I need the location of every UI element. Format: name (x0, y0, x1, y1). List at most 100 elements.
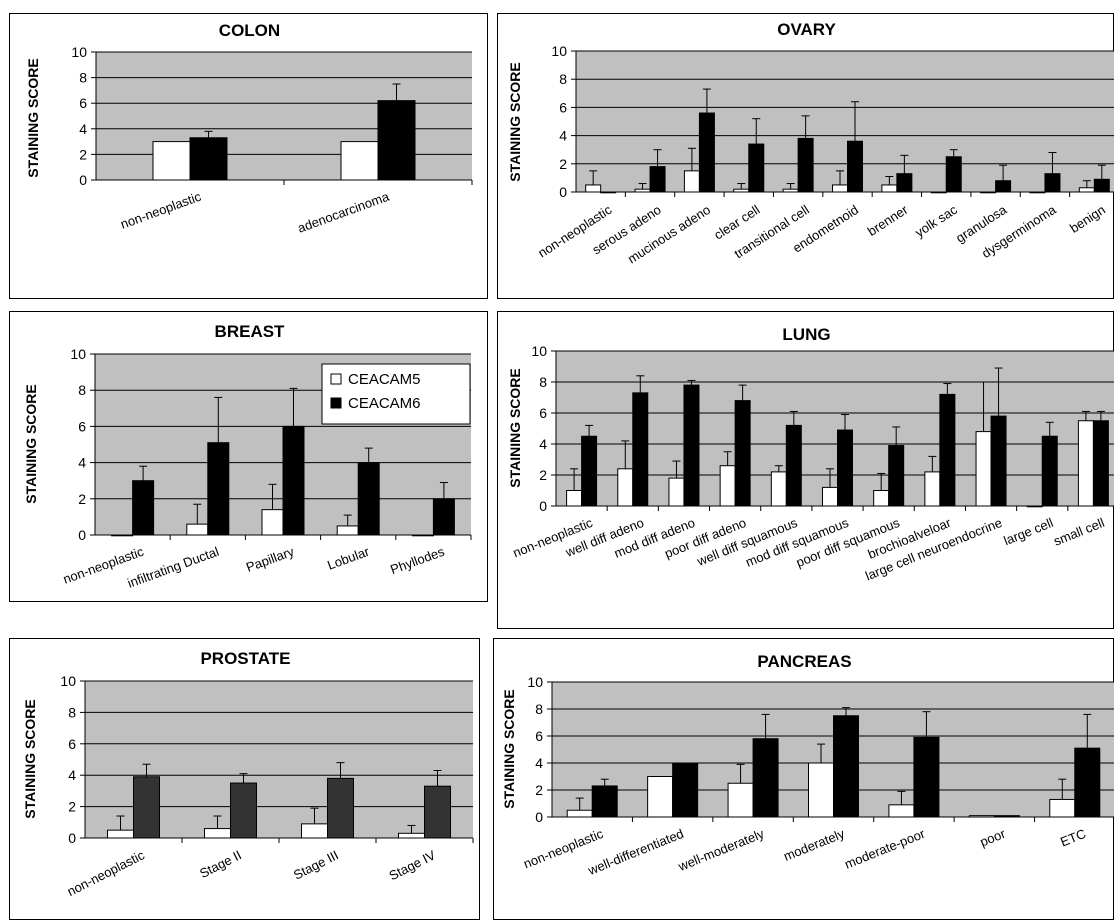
ceacam6-bar (734, 400, 751, 507)
ceacam6-bar (990, 415, 1007, 507)
ceacam5-bar (782, 188, 799, 193)
y-tick-label: 4 (539, 436, 547, 452)
ceacam5-bar (1029, 191, 1046, 194)
ceacam5-bar (668, 477, 685, 507)
y-tick-label: 4 (79, 121, 87, 137)
lung-chart-panel: LUNG STAINING SCORE 0 2 4 6 8 10 non-neoplastic w… (497, 311, 1114, 629)
y-tick-label: 0 (539, 498, 547, 514)
x-category-label: brenner (865, 202, 911, 239)
ceacam6-bar (896, 173, 913, 193)
y-tick-label: 0 (535, 809, 543, 825)
y-tick-label: 6 (78, 418, 86, 434)
y-tick-label: 0 (559, 184, 567, 200)
ovary-chart-panel: OVARY STAINING SCORE 0 2 4 6 8 10 non-neoplastic… (497, 13, 1114, 299)
pancreas-chart-panel: PANCREAS STAINING SCORE 0 2 4 6 8 10 non-neoplas… (493, 638, 1114, 920)
ceacam6-bar (432, 498, 455, 536)
ceacam5-bar (980, 191, 997, 194)
legend-label: CEACAM6 (348, 395, 421, 412)
y-axis-label: STAINING SCORE (501, 689, 517, 809)
chart-legend: CEACAM5 CEACAM6 (321, 363, 471, 425)
y-tick-label: 6 (539, 405, 547, 421)
y-tick-label: 6 (535, 728, 543, 744)
y-tick-label: 8 (78, 382, 86, 398)
ceacam6-bar (672, 762, 699, 818)
y-tick-label: 0 (78, 527, 86, 543)
y-tick-label: 8 (559, 71, 567, 87)
y-tick-label: 4 (559, 128, 567, 144)
ceacam6-bar (207, 442, 230, 536)
ceacam6-bar (377, 100, 416, 181)
y-tick-label: 8 (539, 374, 547, 390)
ceacam5-bar (585, 184, 602, 193)
ceacam6-bar (230, 782, 257, 839)
y-axis-label: STAINING SCORE (23, 384, 39, 504)
ceacam6-bar (282, 425, 305, 536)
ceacam6-bar (600, 191, 617, 194)
x-category-label: moderate-poor (842, 826, 927, 872)
chart-title: COLON (219, 21, 280, 40)
legend-swatch (330, 373, 342, 385)
ceacam5-bar (930, 191, 947, 194)
y-tick-label: 4 (68, 767, 76, 783)
y-tick-label: 8 (68, 704, 76, 720)
x-category-label: Lobular (325, 543, 372, 572)
y-tick-label: 2 (559, 156, 567, 172)
y-tick-label: 10 (551, 43, 567, 59)
ceacam6-bar (939, 393, 956, 507)
ceacam6-bar (837, 429, 853, 507)
ceacam6-bar (591, 785, 618, 818)
ceacam5-bar (968, 815, 995, 818)
ceacam5-bar (634, 188, 651, 193)
ceacam5-bar (107, 829, 134, 839)
x-category-label: large cell (1001, 515, 1055, 548)
y-tick-label: 0 (68, 830, 76, 846)
x-category-label: small cell (1051, 515, 1106, 549)
ceacam6-bar (1041, 435, 1058, 507)
ceacam5-bar (1026, 505, 1043, 508)
y-tick-label: 4 (535, 755, 543, 771)
ceacam6-bar (1044, 173, 1061, 193)
ceacam6-bar (132, 480, 155, 536)
ceacam5-bar (204, 828, 231, 839)
ceacam5-bar (566, 490, 583, 507)
y-tick-label: 10 (70, 346, 86, 362)
plot-area (576, 51, 1114, 192)
y-tick-label: 6 (559, 99, 567, 115)
ceacam5-bar (683, 170, 700, 193)
ceacam5-bar (566, 809, 593, 818)
chart-title: PANCREAS (757, 652, 851, 671)
chart-title: LUNG (782, 325, 830, 344)
ceacam5-bar (733, 188, 750, 193)
colon-chart: COLON STAINING SCORE 0 2 4 6 8 10 non-neoplastic… (25, 21, 473, 236)
ceacam6-bar (995, 180, 1012, 193)
ceacam5-bar (770, 471, 787, 507)
x-category-label: moderately (781, 826, 847, 864)
x-category-label: mucinous adeno (625, 202, 713, 267)
ceacam5-bar (808, 762, 834, 818)
ceacam5-bar (719, 465, 736, 507)
x-category-label: Papillary (244, 544, 296, 575)
chart-title: OVARY (777, 20, 836, 39)
ceacam5-bar (975, 431, 992, 507)
ceacam6-bar (748, 143, 765, 193)
ceacam6-bar (632, 392, 649, 507)
y-tick-label: 10 (527, 674, 543, 690)
y-tick-label: 6 (79, 95, 87, 111)
y-tick-label: 0 (79, 172, 87, 188)
plot-area (96, 52, 472, 180)
ceacam5-bar (111, 534, 134, 537)
ceacam6-bar (683, 384, 700, 507)
colon-chart-panel: COLON STAINING SCORE 0 2 4 6 8 10 non-neoplastic… (9, 13, 488, 299)
y-tick-label: 2 (79, 146, 87, 162)
x-category-label: Stage IV (387, 847, 439, 883)
ceacam6-bar (649, 166, 666, 193)
chart-title: PROSTATE (200, 649, 290, 668)
x-category-label: ETC (1058, 826, 1088, 850)
y-tick-label: 2 (539, 467, 547, 483)
legend-swatch (330, 397, 342, 409)
ceacam6-bar (833, 715, 859, 818)
